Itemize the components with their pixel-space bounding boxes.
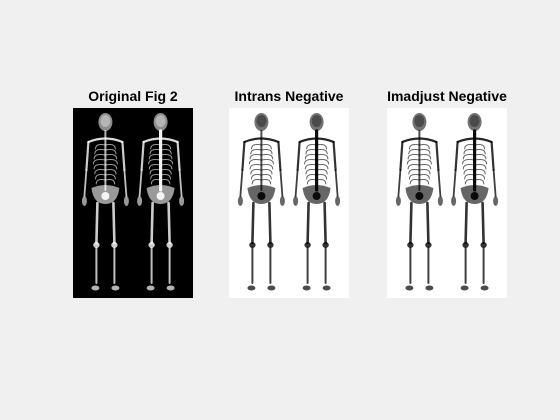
panel-title-intrans: Intrans Negative: [234, 88, 344, 104]
skeleton-image-intrans: [229, 108, 349, 298]
skeleton-image-imadjust: [387, 108, 507, 298]
panel-title-imadjust: Imadjust Negative: [387, 88, 507, 104]
panel-title-original: Original Fig 2: [88, 88, 178, 104]
panel-original: Original Fig 2: [60, 84, 206, 300]
panel-imadjust-negative: Imadjust Negative: [374, 84, 520, 300]
panel-intrans-negative: Intrans Negative: [216, 84, 362, 300]
skeleton-image-original: [73, 108, 193, 298]
